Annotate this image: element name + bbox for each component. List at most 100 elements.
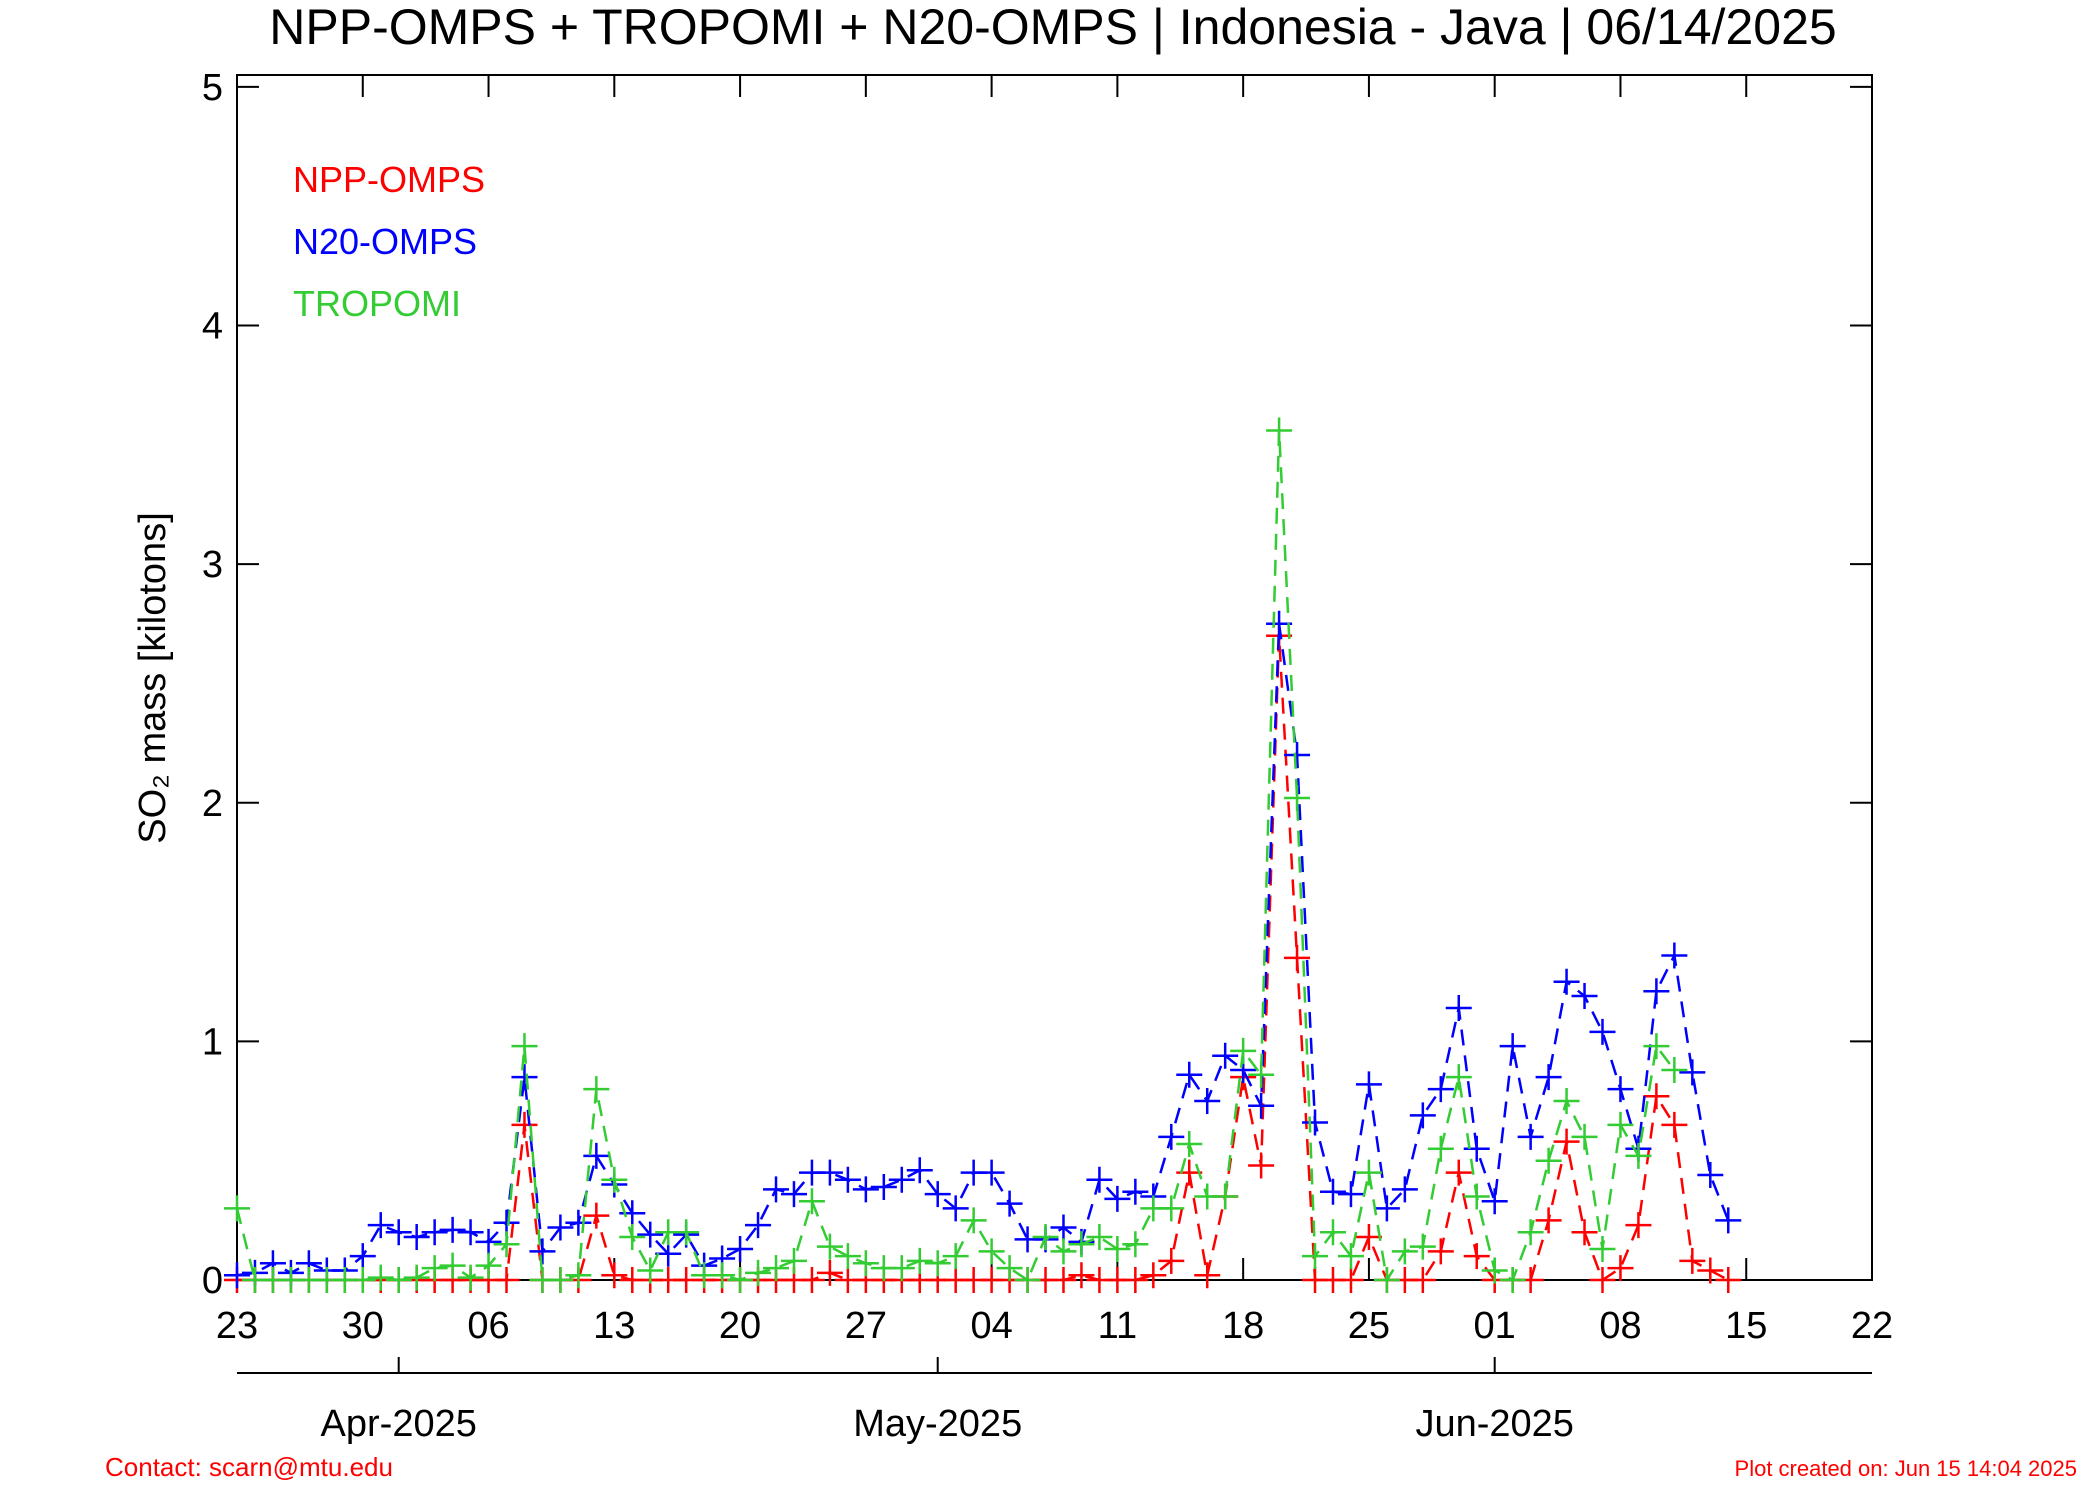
- point-marker: [1391, 1176, 1418, 1203]
- point-marker: [978, 1238, 1005, 1265]
- point-marker: [1050, 1238, 1077, 1265]
- point-marker: [1176, 1130, 1203, 1157]
- point-marker: [1104, 1185, 1131, 1212]
- point-marker: [1607, 1076, 1634, 1103]
- point-marker: [745, 1259, 772, 1286]
- point-marker: [834, 1166, 861, 1193]
- point-marker: [1427, 1238, 1454, 1265]
- point-marker: [457, 1219, 484, 1246]
- point-marker: [511, 1033, 538, 1060]
- point-marker: [565, 1209, 592, 1236]
- point-marker: [547, 1214, 574, 1241]
- y-tick-label: 3: [202, 544, 223, 586]
- point-marker: [1625, 1142, 1652, 1169]
- point-marker: [1697, 1162, 1724, 1189]
- point-marker: [1355, 1071, 1382, 1098]
- point-marker: [1409, 1267, 1436, 1293]
- plot-frame: [236, 74, 1873, 1281]
- point-marker: [1535, 1064, 1562, 1091]
- point-marker: [888, 1166, 915, 1193]
- point-marker: [1337, 1181, 1364, 1208]
- point-marker: [1661, 1111, 1688, 1138]
- point-marker: [493, 1267, 520, 1293]
- point-marker: [403, 1264, 430, 1291]
- point-marker: [1427, 1076, 1454, 1103]
- point-marker: [996, 1190, 1023, 1217]
- point-marker: [1643, 1083, 1670, 1110]
- point-marker: [457, 1264, 484, 1291]
- point-marker: [1212, 1042, 1239, 1069]
- point-marker: [1373, 1195, 1400, 1222]
- point-marker: [1679, 1247, 1706, 1274]
- y-tick-label: 0: [202, 1260, 223, 1302]
- point-marker: [475, 1252, 502, 1279]
- point-marker: [349, 1267, 376, 1293]
- point-marker: [1409, 1233, 1436, 1260]
- point-marker: [1122, 1231, 1149, 1258]
- point-marker: [1607, 1255, 1634, 1282]
- point-marker: [1337, 1267, 1364, 1293]
- point-marker: [1517, 1219, 1544, 1246]
- point-marker: [403, 1224, 430, 1251]
- point-marker: [565, 1262, 592, 1289]
- point-marker: [1481, 1257, 1508, 1284]
- x-tick-label: 11: [1098, 1305, 1137, 1347]
- point-marker: [1176, 1061, 1203, 1088]
- point-marker: [637, 1257, 664, 1284]
- point-marker: [1319, 1219, 1346, 1246]
- x-tick-label: 23: [216, 1305, 258, 1347]
- point-marker: [1248, 1152, 1275, 1179]
- point-marker: [511, 1111, 538, 1138]
- point-marker: [798, 1188, 825, 1215]
- point-marker: [1122, 1178, 1149, 1205]
- point-marker: [1445, 1159, 1472, 1186]
- legend-entry: N20-OMPS: [293, 221, 477, 262]
- x-tick-label: 18: [1222, 1305, 1264, 1347]
- point-marker: [1535, 1147, 1562, 1174]
- point-marker: [1319, 1178, 1346, 1205]
- created-note: Plot created on: Jun 15 14:04 2025: [1735, 1456, 2077, 1481]
- month-label: May-2025: [853, 1403, 1022, 1445]
- point-marker: [1104, 1235, 1131, 1262]
- point-marker: [1535, 1207, 1562, 1234]
- point-marker: [1661, 1057, 1688, 1084]
- point-marker: [1481, 1188, 1508, 1215]
- point-marker: [673, 1219, 700, 1246]
- point-marker: [1122, 1267, 1149, 1293]
- point-marker: [1643, 978, 1670, 1005]
- x-tick-label: 01: [1474, 1305, 1516, 1347]
- point-marker: [385, 1219, 412, 1246]
- point-marker: [1571, 1123, 1598, 1150]
- point-marker: [1266, 417, 1293, 444]
- point-marker: [924, 1250, 951, 1277]
- point-marker: [1337, 1243, 1364, 1270]
- point-marker: [924, 1181, 951, 1208]
- point-marker: [1140, 1262, 1167, 1289]
- point-marker: [583, 1142, 610, 1169]
- point-marker: [1607, 1111, 1634, 1138]
- point-marker: [439, 1216, 466, 1243]
- point-marker: [1463, 1183, 1490, 1210]
- point-marker: [1302, 1109, 1329, 1136]
- y-tick-label: 4: [202, 306, 223, 348]
- point-marker: [1679, 1059, 1706, 1086]
- point-marker: [1463, 1135, 1490, 1162]
- point-marker: [1284, 785, 1311, 811]
- point-marker: [1553, 1088, 1580, 1115]
- point-marker: [1032, 1224, 1059, 1251]
- point-marker: [1625, 1212, 1652, 1239]
- x-tick-label: 08: [1599, 1305, 1641, 1347]
- point-marker: [1284, 944, 1311, 971]
- series-line: [236, 623, 1730, 1277]
- y-tick-label: 1: [202, 1021, 223, 1063]
- point-marker: [870, 1173, 897, 1200]
- point-marker: [224, 1262, 250, 1289]
- point-marker: [1463, 1243, 1490, 1270]
- point-marker: [798, 1267, 825, 1293]
- point-marker: [1355, 1224, 1382, 1251]
- point-marker: [1212, 1183, 1239, 1210]
- point-marker: [1086, 1224, 1113, 1251]
- point-marker: [421, 1219, 448, 1246]
- point-marker: [1068, 1262, 1095, 1289]
